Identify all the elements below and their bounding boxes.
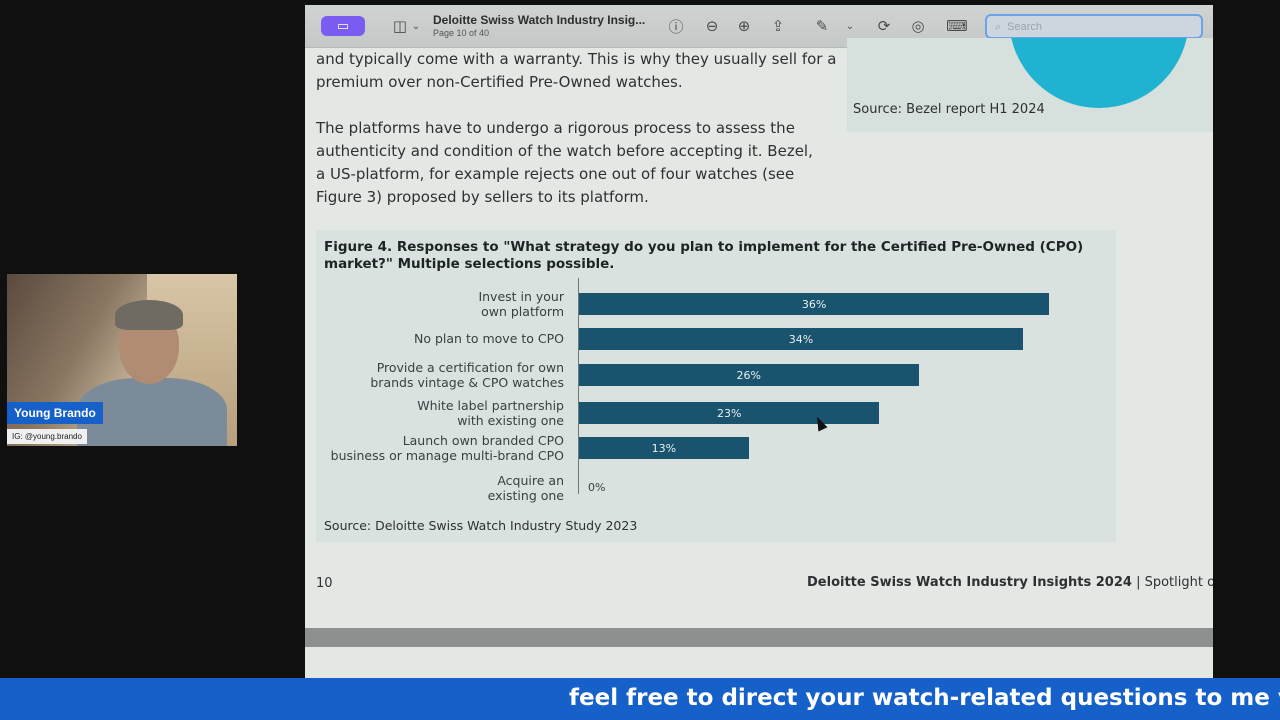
paragraph-warranty: and typically come with a warranty. This… <box>316 48 836 94</box>
next-page <box>305 647 1213 678</box>
page-number: 10 <box>316 576 333 591</box>
text-line: premium over non-Certified Pre-Owned wat… <box>316 73 683 91</box>
search-input[interactable] <box>1007 20 1188 33</box>
ticker-text: feel free to direct your watch-related q… <box>569 685 1280 711</box>
bar: 13% <box>579 437 749 459</box>
presenter-handle: IG: @young.brando <box>7 429 87 444</box>
annotate-icon[interactable]: ⌨ <box>946 17 968 35</box>
figure-4-chart: Figure 4. Responses to "What strategy do… <box>316 230 1116 542</box>
category-label: No plan to move to CPO <box>414 331 564 346</box>
previous-figure-box: Source: Bezel report H1 2024 <box>847 38 1213 132</box>
text-line: authenticity and condition of the watch … <box>316 142 813 160</box>
category-label-line: business or manage multi-brand CPO <box>330 448 564 463</box>
category-label: Invest in your own platform <box>478 289 564 319</box>
sidebar-toggle-button[interactable]: ▭ <box>321 16 365 36</box>
webcam-overlay: Young Brando IG: @young.brando <box>7 274 237 446</box>
text-line: and typically come with a warranty. This… <box>316 50 837 68</box>
highlight-icon[interactable]: ◎ <box>911 17 925 35</box>
bar-value-label: 13% <box>651 441 677 455</box>
footer-title-rest: | Spotlight on the <box>1136 575 1213 590</box>
category-label: Acquire an existing one <box>488 473 564 503</box>
category-label-line: own platform <box>481 304 564 319</box>
info-icon[interactable]: ⓘ <box>668 17 684 36</box>
category-label-line: Invest in your <box>478 289 564 304</box>
pie-chart-slice <box>1009 38 1189 108</box>
bar: 34% <box>579 328 1024 350</box>
category-label-line: Acquire an <box>497 473 564 488</box>
search-icon: ⌕ <box>995 19 1002 33</box>
category-label-line: with existing one <box>457 413 564 428</box>
category-label-line: Launch own branded CPO <box>402 433 564 448</box>
presenter-name-badge: Young Brando <box>7 402 103 424</box>
bezel-source-text: Source: Bezel report H1 2024 <box>853 102 1045 117</box>
bar-value-label: 36% <box>801 297 827 311</box>
markup-pen-icon[interactable]: ✎ <box>815 17 829 35</box>
bar: 36% <box>579 293 1050 315</box>
bar: 26% <box>579 364 919 386</box>
page-separator <box>305 628 1213 647</box>
text-line: a US-platform, for example rejects one o… <box>316 165 795 183</box>
bar: 23% <box>579 402 880 424</box>
chevron-down-icon[interactable]: ⌄ <box>411 20 421 32</box>
bar-value-label: 34% <box>788 332 814 346</box>
zoom-in-icon[interactable]: ⊕ <box>737 17 751 35</box>
category-label: White label partnership with existing one <box>417 398 564 428</box>
chevron-down-icon[interactable]: ⌄ <box>845 20 855 32</box>
rotate-icon[interactable]: ⟳ <box>877 17 891 35</box>
figure-title: Figure 4. Responses to "What strategy do… <box>324 239 1084 272</box>
chart-axis <box>578 278 579 494</box>
share-icon[interactable]: ⇪ <box>771 17 785 35</box>
category-label-line: brands vintage & CPO watches <box>370 375 564 390</box>
pdf-page: and typically come with a warranty. This… <box>305 38 1213 628</box>
text-line: Figure 3) proposed by sellers to its pla… <box>316 188 649 206</box>
figure-source: Source: Deloitte Swiss Watch Industry St… <box>324 518 638 533</box>
search-field[interactable]: ⌕ <box>985 14 1203 39</box>
bar-value-label: 23% <box>716 406 742 420</box>
footer-title: Deloitte Swiss Watch Industry Insights 2… <box>807 575 1213 590</box>
paragraph-platforms: The platforms have to undergo a rigorous… <box>316 117 813 209</box>
category-label: Provide a certification for own brands vi… <box>370 360 564 390</box>
presenter-cap <box>115 300 183 330</box>
footer-title-bold: Deloitte Swiss Watch Industry Insights 2… <box>807 575 1132 590</box>
pdf-viewer-window: ▭ ◫ ⌄ Deloitte Swiss Watch Industry Insi… <box>305 5 1213 678</box>
document-title: Deloitte Swiss Watch Industry Insig... <box>433 13 646 27</box>
category-label: Launch own branded CPO business or manag… <box>331 433 564 463</box>
sidebar-layout-icon[interactable]: ◫ <box>392 17 408 35</box>
category-label-line: existing one <box>487 488 564 503</box>
category-label-line: Provide a certification for own <box>376 360 564 375</box>
text-line: The platforms have to undergo a rigorous… <box>316 119 795 137</box>
toolbar: ▭ ◫ ⌄ Deloitte Swiss Watch Industry Insi… <box>305 5 1213 48</box>
category-label-line: No plan to move to CPO <box>414 331 564 346</box>
ticker-banner: feel free to direct your watch-related q… <box>0 678 1280 720</box>
category-label-line: White label partnership <box>417 398 564 413</box>
page-indicator: Page 10 of 40 <box>433 28 490 38</box>
bar-value-label: 26% <box>736 368 761 382</box>
zoom-out-icon[interactable]: ⊖ <box>705 17 719 35</box>
bar-value-label: 0% <box>588 481 606 494</box>
